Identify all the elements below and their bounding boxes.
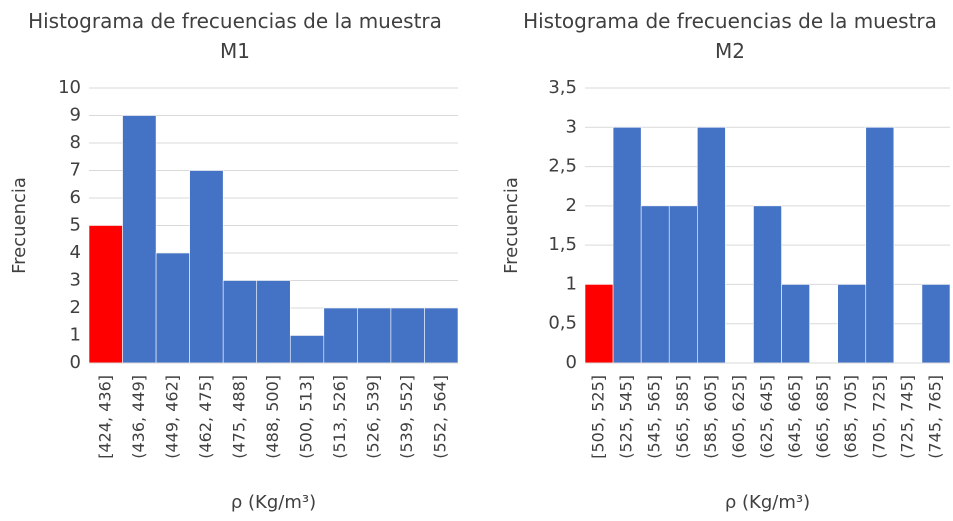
bar — [837, 284, 867, 364]
x-tick-label: (625, 645] — [757, 375, 776, 459]
y-tick-label: 1 — [70, 325, 81, 346]
bar — [865, 126, 895, 364]
x-tick-label: (462, 475] — [196, 375, 215, 459]
x-tick-label: (605, 625] — [729, 375, 748, 459]
bar — [122, 115, 157, 364]
bar — [189, 170, 224, 364]
x-tick-label: [424, 436] — [95, 375, 114, 459]
y-tick-label: 3 — [70, 270, 81, 291]
y-tick-label: 1 — [566, 273, 577, 294]
y-axis-label: Frecuencia — [9, 177, 30, 274]
bar — [424, 307, 459, 364]
x-axis-label: ρ (Kg/m³) — [231, 492, 316, 513]
x-tick-label: (685, 705] — [841, 375, 860, 459]
bar — [753, 205, 782, 364]
x-tick-label: (552, 564] — [431, 375, 450, 459]
bar — [584, 284, 614, 364]
x-tick-label: (500, 513] — [297, 375, 316, 459]
x-tick-label: (565, 585] — [673, 375, 692, 459]
y-tick-label: 3,5 — [548, 77, 577, 98]
x-tick-label: (645, 665] — [785, 375, 804, 459]
bar — [155, 252, 190, 364]
x-tick-label: (725, 745] — [897, 375, 916, 459]
bar — [88, 225, 123, 364]
y-tick-label: 10 — [58, 77, 81, 98]
y-tick-label: 9 — [70, 105, 81, 126]
bar — [222, 280, 258, 364]
bar — [612, 126, 642, 364]
x-tick-label: (513, 526] — [330, 375, 349, 459]
bar — [357, 307, 392, 364]
y-tick-label: 0 — [566, 352, 577, 373]
x-tick-label: (745, 765] — [925, 375, 944, 459]
x-tick-label: (525, 545] — [617, 375, 636, 459]
bar — [323, 307, 358, 364]
chart-title: Histograma de frecuencias de la muestra … — [523, 9, 937, 63]
y-tick-label: 5 — [70, 215, 81, 236]
y-tick-label: 2 — [70, 297, 81, 318]
y-tick-label: 6 — [70, 187, 81, 208]
y-tick-label: 7 — [70, 160, 81, 181]
bar — [668, 205, 698, 364]
x-tick-label: (665, 685] — [813, 375, 832, 459]
x-tick-label: (585, 605] — [701, 375, 720, 459]
x-tick-label: (488, 500] — [263, 375, 282, 459]
x-tick-label: (449, 462] — [162, 375, 181, 459]
x-axis-label: ρ (Kg/m³) — [725, 492, 810, 513]
y-tick-label: 0 — [70, 352, 81, 373]
chart-title: Histograma de frecuencias de la muestra … — [28, 9, 442, 63]
bar — [390, 307, 425, 364]
x-tick-label: (475, 488] — [229, 375, 248, 459]
y-tick-label: 0,5 — [548, 313, 577, 334]
y-axis-label: Frecuencia — [501, 177, 522, 274]
x-tick-label: (545, 565] — [645, 375, 664, 459]
y-tick-label: 3 — [566, 116, 577, 137]
x-tick-label: (539, 552] — [397, 375, 416, 459]
bar — [921, 284, 951, 364]
y-tick-label: 2,5 — [548, 156, 577, 177]
bar — [256, 280, 291, 364]
y-tick-label: 2 — [566, 195, 577, 216]
y-tick-label: 8 — [70, 132, 81, 153]
y-tick-label: 4 — [70, 242, 81, 263]
x-tick-label: (526, 539] — [364, 375, 383, 459]
x-tick-label: [505, 525] — [589, 375, 608, 459]
bar — [781, 284, 810, 364]
x-tick-label: (705, 725] — [869, 375, 888, 459]
bar — [640, 205, 670, 364]
x-tick-label: (436, 449] — [129, 375, 148, 459]
bar — [289, 335, 325, 364]
y-tick-label: 1,5 — [548, 234, 577, 255]
bar — [697, 126, 726, 364]
